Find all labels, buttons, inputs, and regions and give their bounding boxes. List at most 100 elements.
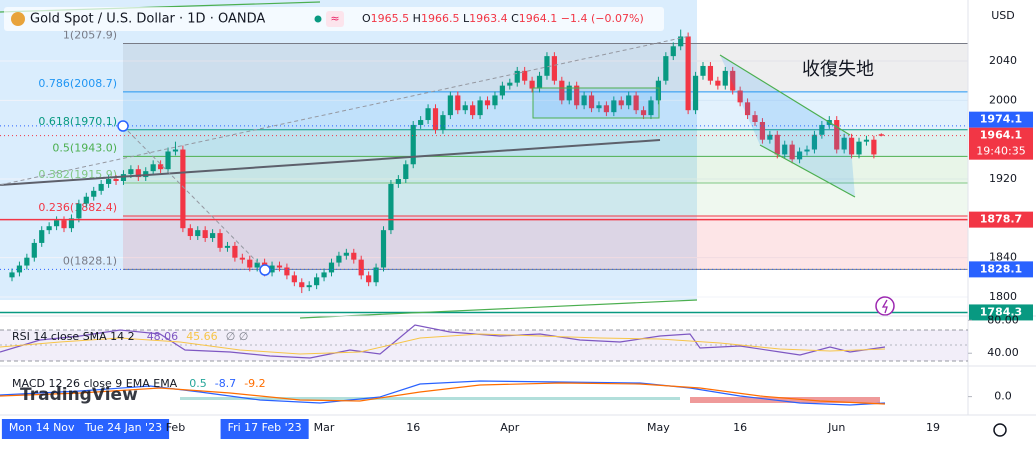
price-tag [969,127,1033,160]
candle-body [395,179,401,184]
market-status [314,15,322,23]
y-tick-label: 1920 [989,172,1017,185]
candle-body [98,183,104,191]
candle-body [128,169,134,175]
candle-body [796,151,803,160]
candle-body [351,252,357,260]
price-tag [969,304,1033,321]
candle-body [655,80,662,101]
candle-body [700,65,706,76]
candle-body [670,46,676,57]
candle-body [158,164,164,170]
symbol: Gold Spot / U.S. Dollar · 1D · OANDA [30,12,265,27]
candle-body [187,228,193,237]
ohlc-value: 1966.5 [421,12,460,25]
macd-hist-block [180,397,680,400]
indicator-chip[interactable] [326,11,344,27]
candle-body [195,230,201,237]
candle-body [804,149,810,152]
channel-line [719,54,851,136]
indicator-value: 48.06 [147,330,179,343]
symbol-icon [11,12,25,26]
candle-body [202,230,208,239]
candle-body [767,134,773,140]
candle-body [403,164,409,180]
price-tag-label: 1974.1 [980,113,1022,126]
ohlc-letter: O [362,12,371,25]
candle-body [68,218,75,229]
candle-body [53,220,60,227]
candle-body [432,108,439,130]
candle-body [551,56,557,81]
price-tag [969,111,1033,128]
candle-body [24,257,30,266]
candle-body [83,196,89,204]
candle-body [529,80,535,89]
price-tag-label: 1878.7 [980,213,1022,226]
y-tick-label: 80.00 [987,313,1019,326]
indicator-value: 0.5 [189,377,207,390]
anchor-point[interactable] [259,264,271,276]
candle-body [418,120,424,125]
candle-body [782,144,788,155]
candle-body [247,259,253,268]
candle-body [611,100,617,113]
candle-body [536,75,543,89]
candle-body [165,151,171,170]
x-tick-label: Mon 14 Nov [9,421,75,434]
trend-line-dashed [0,35,691,186]
x-tick-label: Mar [314,421,335,434]
price-tag [969,211,1033,228]
chip-icon: ≈ [330,12,339,25]
channel-fill [720,55,855,197]
price-tag-label: 1964.1 [980,129,1022,142]
candle-body [752,115,758,122]
alert-icon[interactable] [875,296,895,316]
candle-body [507,82,513,86]
candle-body [9,272,15,278]
y-tick-label: 40.00 [987,346,1019,359]
x-label-highlight [1,419,82,439]
candle-body [692,75,699,111]
price-tag [969,261,1033,278]
indicator-value: ∅ ∅ [226,330,249,343]
candle-body [640,110,647,116]
x-label-highlight [77,419,170,439]
channel-line [759,144,856,198]
range-box [532,87,660,119]
candle-body [172,149,179,152]
candle-body [299,282,305,288]
candle-body [470,105,476,116]
settings-icon[interactable] [993,423,1007,437]
candle-body [484,100,491,106]
ohlc-letter: L [463,12,470,25]
candle-body [663,56,669,81]
candle-body [425,108,431,121]
indicator-value: -9.2 [244,377,265,390]
candle-body [16,265,23,273]
macd-hist-block [690,397,880,403]
axis-unit[interactable]: USD [991,9,1015,22]
candle-body [343,252,349,256]
fib-label: 0.618(1970.1) [38,115,117,128]
x-tick-label: Fri 17 Feb '23 [228,421,302,434]
candle-body [105,179,112,184]
candle-body [455,95,461,111]
candle-body [856,141,862,155]
trend-line-support [299,299,698,319]
candle-body [46,226,52,231]
candle-body [633,95,639,111]
candle-body [492,95,498,106]
candle-body [291,275,297,283]
candle-body [373,267,379,283]
candle-body [544,56,550,76]
ohlc: O1965.5 H1966.5 L1963.4 C1964.1 −1.4 (−0… [362,12,644,25]
anchor-point[interactable] [117,120,129,132]
indicator-value: -8.7 [215,377,236,390]
price-tag-label: 1828.1 [980,262,1022,275]
candle-body [210,233,216,239]
candle-body [744,102,751,116]
candle-body [239,257,245,260]
candle-body [91,190,97,197]
